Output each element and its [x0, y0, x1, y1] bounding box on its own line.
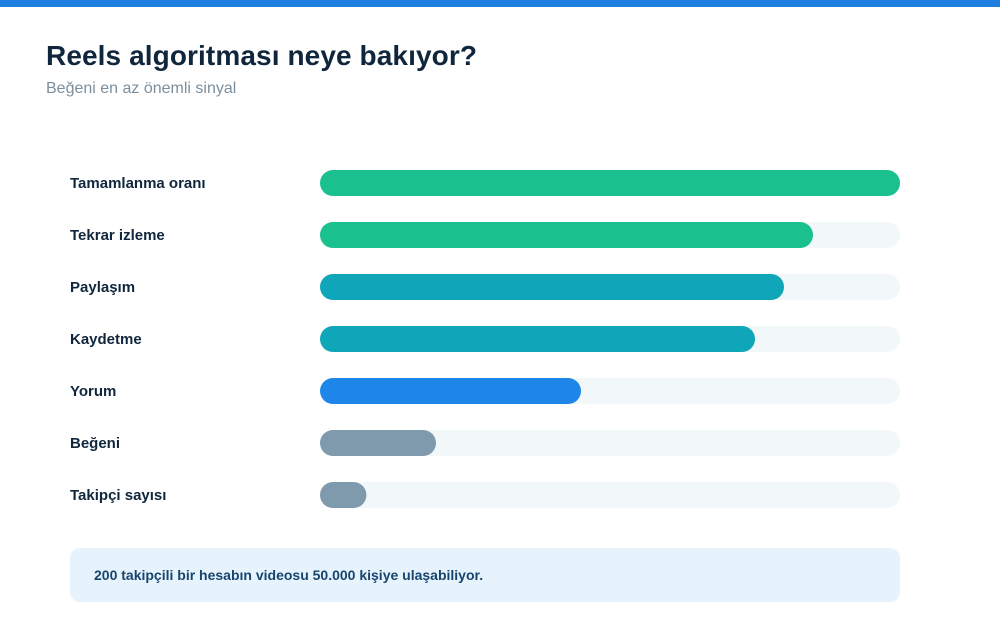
bar-track — [320, 482, 900, 508]
bar-label: Tekrar izleme — [70, 227, 165, 244]
page-title: Reels algoritması neye bakıyor? — [46, 40, 478, 71]
page-subtitle: Beğeni en az önemli sinyal — [46, 80, 237, 97]
bar — [320, 326, 755, 352]
bar — [320, 170, 900, 196]
bar — [320, 274, 784, 300]
bar-label: Kaydetme — [70, 331, 142, 348]
info-note: 200 takipçili bir hesabın videosu 50.000… — [70, 548, 900, 602]
bar-chart: Tamamlanma oranı Tekrar izleme Paylaşım Kay… — [70, 170, 900, 508]
bar-row: Takipçi sayısı — [70, 482, 900, 508]
info-note-text: 200 takipçili bir hesabın videosu 50.000… — [94, 567, 484, 583]
bar — [320, 430, 436, 456]
bar-track — [320, 430, 900, 456]
top-accent-bar — [0, 0, 1000, 7]
bar-label: Yorum — [70, 383, 116, 400]
bar-label: Takipçi sayısı — [70, 487, 166, 504]
bar-row: Tekrar izleme — [70, 222, 900, 248]
bar — [320, 222, 813, 248]
bar-row: Beğeni — [70, 430, 900, 456]
bar-label: Paylaşım — [70, 279, 135, 296]
bar-label: Beğeni — [70, 435, 120, 452]
bar-row: Tamamlanma oranı — [70, 170, 900, 196]
bar-row: Kaydetme — [70, 326, 900, 352]
bar-row: Paylaşım — [70, 274, 900, 300]
bar-row: Yorum — [70, 378, 900, 404]
bar-label: Tamamlanma oranı — [70, 175, 206, 192]
bar — [320, 482, 367, 508]
bar — [320, 378, 581, 404]
